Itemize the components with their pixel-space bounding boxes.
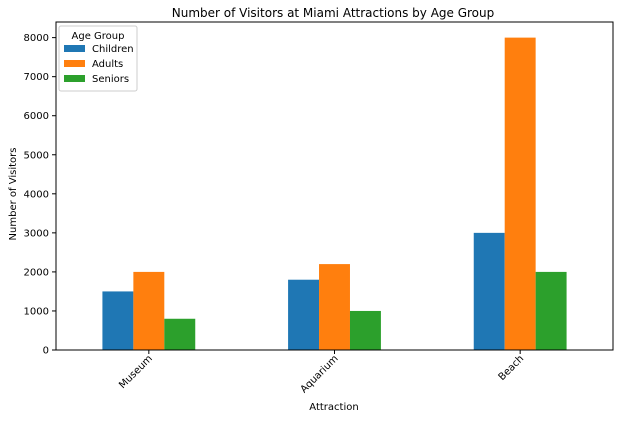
bar-adults-aquarium xyxy=(319,264,350,350)
y-tick-label: 2000 xyxy=(24,267,49,278)
legend-title: Age Group xyxy=(72,31,125,42)
y-tick-label: 1000 xyxy=(24,306,49,317)
x-tick-label: Beach xyxy=(497,353,527,383)
legend-swatch-adults xyxy=(64,60,85,67)
y-tick-label: 6000 xyxy=(24,111,49,122)
x-tick-label: Museum xyxy=(117,353,155,391)
x-tick-label: Aquarium xyxy=(299,353,341,395)
chart-title: Number of Visitors at Miami Attractions … xyxy=(172,6,495,20)
y-axis: 0 1000 2000 3000 4000 5000 6000 7000 8000 xyxy=(24,33,56,357)
legend-box xyxy=(58,25,138,92)
bars-layer xyxy=(102,37,567,350)
bar-adults-beach xyxy=(504,37,536,350)
legend-label-children: Children xyxy=(92,44,134,55)
x-axis: Museum Aquarium Beach xyxy=(117,350,526,395)
legend: Age Group Children Adults Seniors xyxy=(58,25,138,92)
y-tick-label: 5000 xyxy=(24,150,49,161)
plot-frame xyxy=(55,21,614,351)
y-tick-label: 3000 xyxy=(24,228,49,239)
y-axis-label: Number of Visitors xyxy=(8,148,19,241)
y-tick-label: 0 xyxy=(43,346,49,357)
bar-seniors-museum xyxy=(164,318,196,350)
legend-swatch-children xyxy=(64,45,85,52)
bar-children-museum xyxy=(102,291,134,350)
y-tick-label: 8000 xyxy=(24,33,49,44)
bar-seniors-aquarium xyxy=(349,310,381,350)
bar-adults-museum xyxy=(133,271,165,350)
bar-children-beach xyxy=(473,232,505,350)
bar-children-aquarium xyxy=(288,279,320,350)
y-tick-label: 7000 xyxy=(24,72,49,83)
legend-label-seniors: Seniors xyxy=(92,74,129,85)
x-axis-label: Attraction xyxy=(309,402,358,413)
y-tick-label: 4000 xyxy=(24,189,49,200)
legend-label-adults: Adults xyxy=(92,59,123,70)
bar-seniors-beach xyxy=(535,271,567,350)
legend-swatch-seniors xyxy=(64,75,85,82)
